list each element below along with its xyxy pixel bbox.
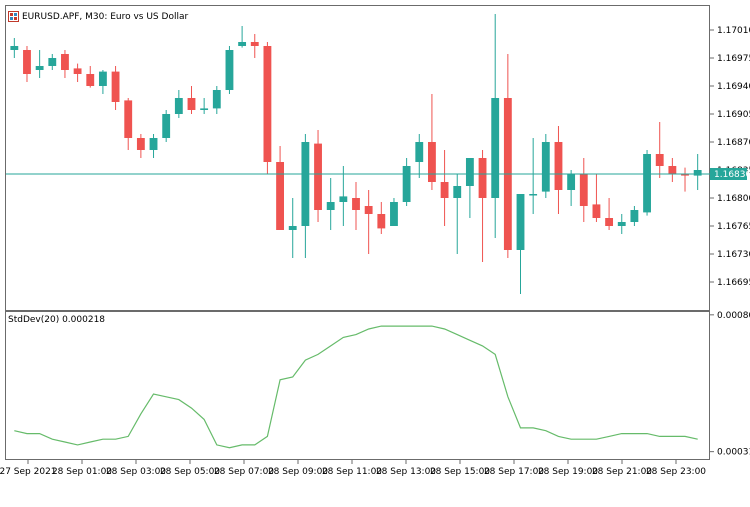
price-tick-label: 1.16765 [717,222,750,232]
candle-body[interactable] [200,108,209,110]
candles-group[interactable] [10,14,702,294]
current-price-tag [710,168,747,180]
time-tick-label: 28 Sep 19:00 [538,467,598,477]
price-tick-label: 1.16800 [717,194,750,204]
candle-body[interactable] [86,74,95,86]
candle-body[interactable] [402,166,411,202]
candle-body[interactable] [301,142,310,226]
candle-body[interactable] [579,174,588,206]
current-price-line-group: 1.16830 [6,168,750,180]
indicator-tick-label: 0.000800 [717,311,750,321]
candle-body[interactable] [250,42,259,46]
candle-body[interactable] [465,158,474,186]
price-axis: 1.17010 1.16975 1.16940 1.16905 1.16870 1.168… [710,26,750,288]
chart-title: EURUSD.APF, M30: Euro vs US Dollar [22,12,188,22]
stddev-line [14,325,698,449]
time-tick-label: 28 Sep 23:00 [646,467,706,477]
candle-body[interactable] [592,204,601,218]
candle-body[interactable] [529,194,538,196]
candle-body[interactable] [554,142,563,190]
candle-body[interactable] [390,202,398,226]
price-tick-label: 1.16870 [717,138,750,148]
candle-body[interactable] [478,158,487,198]
indicator-pane-frame [5,311,710,460]
candle-body[interactable] [643,154,651,213]
price-tick-label: 1.16975 [717,54,750,64]
candle-body[interactable] [225,50,234,90]
candle-body[interactable] [415,142,424,162]
time-tick-label: 28 Sep 17:00 [484,467,544,477]
candle-body[interactable] [124,100,133,138]
price-pane-frame [5,5,710,311]
candle-body[interactable] [516,194,525,250]
candle-body[interactable] [238,42,247,46]
candle-body[interactable] [681,174,689,176]
candle-body[interactable] [61,54,69,70]
time-tick-label: 28 Sep 15:00 [430,467,490,477]
candle-body[interactable] [453,186,462,198]
candle-body[interactable] [326,202,335,210]
candle-body[interactable] [136,138,145,150]
candle-body[interactable] [263,46,272,162]
candle-body[interactable] [541,142,550,192]
candle-body[interactable] [212,90,221,109]
indicator-axis: 0.000800 0.000316 [710,311,750,458]
candle-body[interactable] [48,58,57,66]
candle-body[interactable] [617,222,626,226]
time-tick-label: 28 Sep 11:00 [322,467,382,477]
indicator-tick-label: 0.000316 [717,448,750,458]
time-tick-label: 27 Sep 2021 [0,467,57,477]
time-tick-label: 28 Sep 21:00 [592,467,652,477]
time-tick-label: 28 Sep 07:00 [214,467,274,477]
candle-body[interactable] [162,114,171,138]
candle-body[interactable] [10,46,19,50]
candle-body[interactable] [35,66,44,70]
time-tick-label: 28 Sep 13:00 [376,467,436,477]
price-tick-label: 1.16905 [717,110,750,120]
candle-body[interactable] [364,206,373,214]
candle-body[interactable] [440,182,449,198]
candle-body[interactable] [693,170,702,176]
stddev-line-group [14,325,698,449]
time-tick-label: 28 Sep 01:00 [52,467,112,477]
candle-body[interactable] [491,98,500,198]
candle-body[interactable] [288,226,297,230]
price-tick-label: 1.16940 [717,82,750,92]
candle-body[interactable] [377,214,386,229]
indicator-label: StdDev(20) 0.000218 [8,315,105,325]
candle-body[interactable] [630,210,639,222]
candle-body[interactable] [668,166,677,174]
price-tick-label: 1.16730 [717,250,750,260]
candle-body[interactable] [276,162,284,230]
time-tick-label: 28 Sep 03:00 [106,467,166,477]
candle-body[interactable] [73,68,82,74]
candle-body[interactable] [174,98,183,114]
candle-body[interactable] [339,196,348,202]
window-grid-icon [8,11,19,22]
candle-body[interactable] [605,218,614,226]
candle-body[interactable] [428,142,436,182]
candle-body[interactable] [655,154,664,166]
time-tick-label: 28 Sep 05:00 [160,467,220,477]
price-tick-label: 1.17010 [717,26,750,36]
candle-body[interactable] [567,174,576,190]
candle-body[interactable] [314,143,322,210]
time-tick-label: 28 Sep 09:00 [268,467,328,477]
price-tick-label: 1.16695 [717,278,750,288]
candle-body[interactable] [352,198,360,210]
candle-body[interactable] [187,98,196,110]
candle-body[interactable] [98,71,107,86]
candle-body[interactable] [111,71,120,102]
current-price-label: 1.16830 [714,170,750,180]
candle-body[interactable] [149,138,158,150]
candle-body[interactable] [23,50,31,74]
